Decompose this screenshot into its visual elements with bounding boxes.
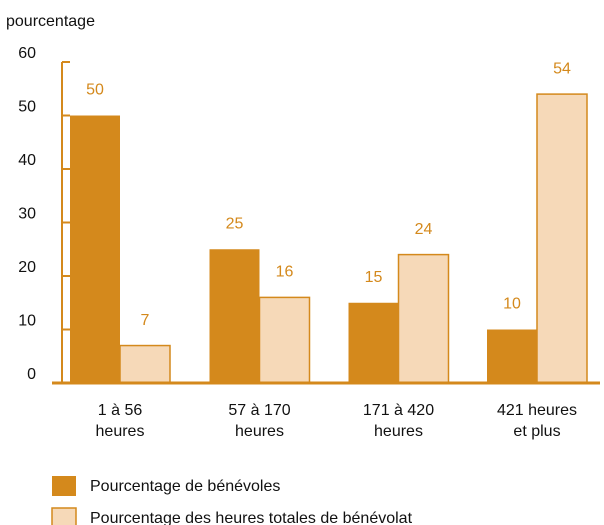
y-tick-label: 50 <box>18 99 36 116</box>
y-axis-label: pourcentage <box>6 13 95 30</box>
x-tick-label: 421 heures et plus <box>496 402 578 440</box>
y-tick-label: 20 <box>18 259 36 276</box>
y-tick-label: 0 <box>27 366 36 383</box>
y-tick-label: 30 <box>18 206 36 223</box>
x-tick-label: 1 à 56 heures <box>95 402 145 440</box>
value-label: 54 <box>553 60 571 77</box>
legend-swatch <box>51 507 77 525</box>
y-tick-label: 40 <box>18 152 36 169</box>
legend-swatch <box>52 476 76 496</box>
value-label: 50 <box>86 82 104 99</box>
legend-label: Pourcentage de bénévoles <box>90 478 280 495</box>
bar <box>536 93 588 384</box>
value-label: 15 <box>365 269 383 286</box>
bar <box>258 296 311 384</box>
value-label: 16 <box>276 264 294 281</box>
x-tick-label: 171 à 420 heures <box>362 402 435 440</box>
bar <box>209 249 260 383</box>
bar <box>487 329 537 383</box>
value-label: 7 <box>141 312 150 329</box>
legend-label: Pourcentage des heures totales de bénévo… <box>90 510 413 525</box>
bar <box>397 253 450 384</box>
value-label: 24 <box>415 221 433 238</box>
x-tick-label: 57 à 170 heures <box>228 402 291 440</box>
bar <box>70 115 120 383</box>
y-tick-label: 10 <box>18 313 36 330</box>
value-label: 10 <box>503 296 521 313</box>
y-tick-label: 60 <box>18 45 36 62</box>
value-label: 25 <box>226 215 244 232</box>
bar <box>348 302 399 383</box>
bar <box>119 344 171 384</box>
